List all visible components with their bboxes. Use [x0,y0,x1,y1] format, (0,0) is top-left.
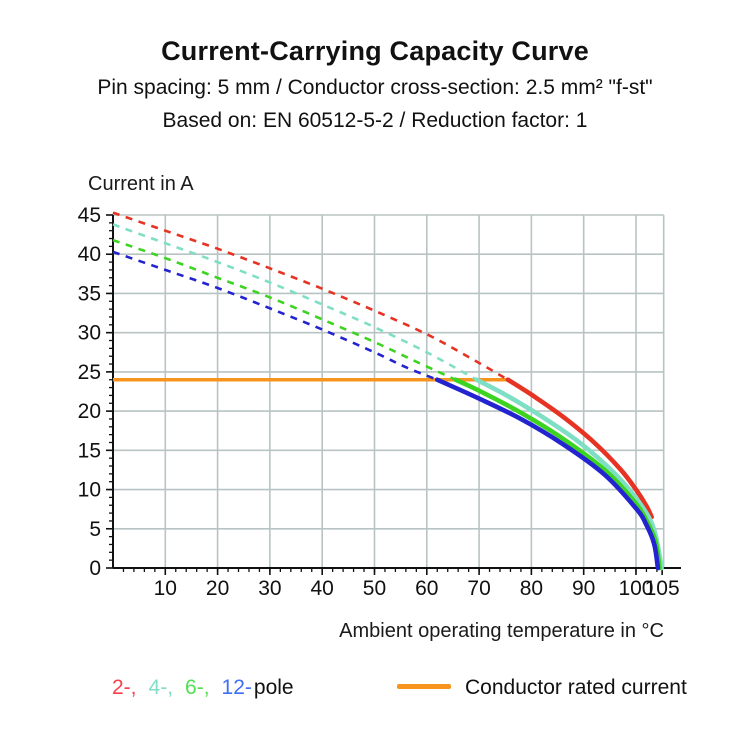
y-tick-label-20: 20 [78,400,101,423]
x-tick-label-50: 50 [363,577,386,600]
x-tick-label-40: 40 [311,577,334,600]
header: Current-Carrying Capacity Curve Pin spac… [0,36,750,133]
curve-solid-12-pole [434,377,661,571]
x-tick-label-90: 90 [572,577,595,600]
y-tick-label-0: 0 [89,557,101,580]
legend-pole-item-4-pole: 4-, [148,676,174,699]
chart-title: Current-Carrying Capacity Curve [161,36,589,66]
rated-current-legend: Conductor rated current [397,676,687,700]
curve-dashed-12-pole [112,250,438,381]
x-tick-label-70: 70 [467,577,490,600]
y-tick-label-40: 40 [78,243,101,266]
x-tick-label-60: 60 [415,577,438,600]
x-tick-label-30: 30 [258,577,281,600]
y-tick-label-15: 15 [78,439,101,462]
x-axis-title: Ambient operating temperature in °C [339,620,664,642]
x-tick-label-105: 105 [645,577,680,600]
chart-subtitle-standard: Based on: EN 60512-5-2 / Reduction facto… [162,109,588,132]
curve-dashed-6-pole [112,238,457,381]
curve-solid-2-pole [505,377,654,520]
x-tick-label-10: 10 [154,577,177,600]
y-tick-label-25: 25 [78,361,101,384]
y-axis-title: Current in A [88,173,194,195]
pole-count-legend: 2-, 4-, 6-, 12-pole [112,676,294,700]
rated-current-label: Conductor rated current [465,676,687,699]
rated-current-line-swatch [397,684,451,690]
x-tick-label-20: 20 [206,577,229,600]
x-tick-label-100: 100 [618,577,653,600]
chart-subtitle-specs: Pin spacing: 5 mm / Conductor cross-sect… [97,76,653,99]
x-tick-label-80: 80 [520,577,543,600]
curve-solid-6-pole [453,377,662,571]
legend-pole-item-2-pole: 2-, [112,676,137,699]
curve-dashed-2-pole [112,211,509,381]
y-tick-label-35: 35 [78,282,101,305]
legend-pole-item-12-pole: 12- [221,676,252,699]
y-tick-label-30: 30 [78,322,101,345]
curve-dashed-4-pole [112,223,478,381]
y-tick-label-5: 5 [89,518,101,541]
curve-solid-4-pole [474,377,664,571]
y-tick-label-10: 10 [78,479,101,502]
y-tick-label-45: 45 [78,204,101,227]
legend-pole-item-6-pole: 6-, [185,676,210,699]
legend-pole-suffix: pole [253,676,294,699]
